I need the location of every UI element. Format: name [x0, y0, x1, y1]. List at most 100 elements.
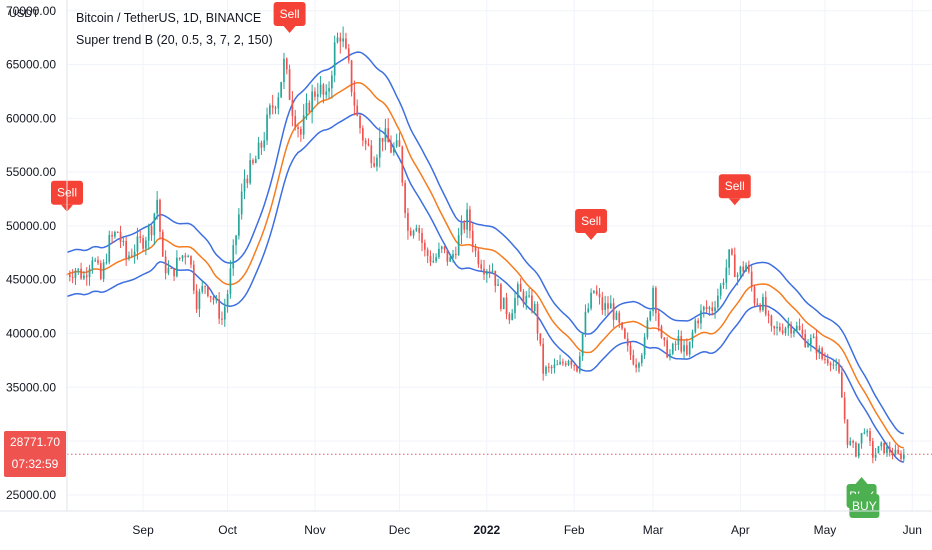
candle-body — [773, 326, 776, 329]
candle — [835, 358, 838, 371]
candle — [167, 260, 170, 276]
candle-body — [240, 191, 243, 215]
candle-body — [728, 249, 730, 268]
candle — [733, 247, 736, 278]
candle-body — [195, 290, 198, 310]
candle — [615, 310, 618, 321]
candle-body — [429, 255, 432, 263]
candle-body — [784, 328, 787, 334]
candle — [556, 359, 559, 366]
candle-body — [452, 253, 454, 258]
candle-body — [223, 306, 226, 320]
candle — [528, 288, 530, 298]
candle — [133, 244, 136, 264]
candle — [362, 125, 364, 147]
candle-body — [246, 178, 249, 184]
candle-body — [680, 336, 683, 352]
candle-body — [618, 312, 621, 323]
candle — [404, 180, 406, 219]
candle-body — [717, 295, 719, 308]
signal-arrow — [855, 477, 868, 484]
candle — [80, 262, 82, 280]
candle — [536, 301, 539, 341]
candle-body — [635, 364, 637, 368]
candle — [218, 292, 220, 325]
candle — [840, 365, 843, 398]
candle-body — [702, 306, 705, 311]
candle — [409, 227, 412, 237]
candle — [105, 253, 108, 265]
candle — [502, 297, 505, 310]
candle-body — [161, 231, 164, 257]
candle — [176, 250, 178, 278]
candle — [722, 278, 725, 289]
candle — [232, 239, 235, 276]
candle — [900, 450, 902, 463]
candle — [99, 260, 102, 281]
candle-body — [801, 329, 804, 335]
x-tick-label: Jun — [903, 523, 922, 537]
candle — [240, 183, 243, 220]
candle-body — [145, 240, 147, 249]
candle — [471, 223, 474, 253]
candle — [652, 285, 654, 317]
candle — [387, 118, 390, 143]
candle — [257, 136, 260, 160]
candle-body — [449, 257, 452, 262]
candle-body — [683, 345, 685, 352]
candle — [440, 245, 443, 254]
candle-body — [643, 337, 646, 356]
candle-body — [173, 268, 175, 277]
y-tick-label: 55000.00 — [6, 165, 56, 179]
candle-body — [257, 142, 260, 159]
candle-body — [829, 363, 832, 366]
candle-body — [114, 232, 116, 237]
candle-body — [525, 295, 528, 304]
candle-body — [863, 432, 866, 434]
candle — [305, 93, 308, 120]
candle — [891, 447, 894, 460]
candle-body — [748, 264, 750, 272]
candle-body — [423, 242, 426, 250]
candle-body — [897, 449, 900, 454]
candle — [423, 239, 426, 257]
candle-body — [187, 256, 190, 258]
candle-body — [412, 230, 415, 236]
candle-body — [74, 270, 77, 279]
candle-body — [359, 115, 361, 129]
candle-body — [793, 330, 795, 334]
candle — [826, 353, 829, 366]
candle — [578, 351, 581, 374]
candle-body — [691, 332, 694, 342]
candles — [66, 26, 905, 464]
candle-body — [390, 142, 392, 153]
candle-body — [601, 297, 604, 310]
candle — [108, 230, 111, 265]
candle — [564, 360, 567, 367]
candle-body — [454, 253, 457, 256]
candle — [663, 337, 666, 347]
x-tick-label: May — [814, 523, 837, 537]
candle-body — [669, 353, 671, 358]
candle-body — [99, 263, 102, 279]
candle-body — [626, 338, 629, 346]
candle-body — [790, 324, 792, 334]
y-tick-label: 45000.00 — [6, 273, 56, 287]
candle — [463, 220, 466, 234]
candle-body — [502, 297, 505, 310]
candle — [314, 87, 316, 101]
candle-body — [421, 232, 423, 243]
candle-body — [632, 355, 635, 365]
candle — [376, 154, 378, 172]
candle-body — [770, 315, 773, 327]
candle — [153, 212, 156, 246]
candle — [111, 231, 113, 244]
candle-body — [688, 341, 691, 355]
candle-body — [731, 249, 733, 255]
candle — [308, 100, 311, 114]
countdown: 07:32:59 — [11, 457, 59, 471]
candle-body — [584, 312, 587, 334]
candle-body — [866, 430, 869, 433]
candle — [559, 354, 561, 366]
